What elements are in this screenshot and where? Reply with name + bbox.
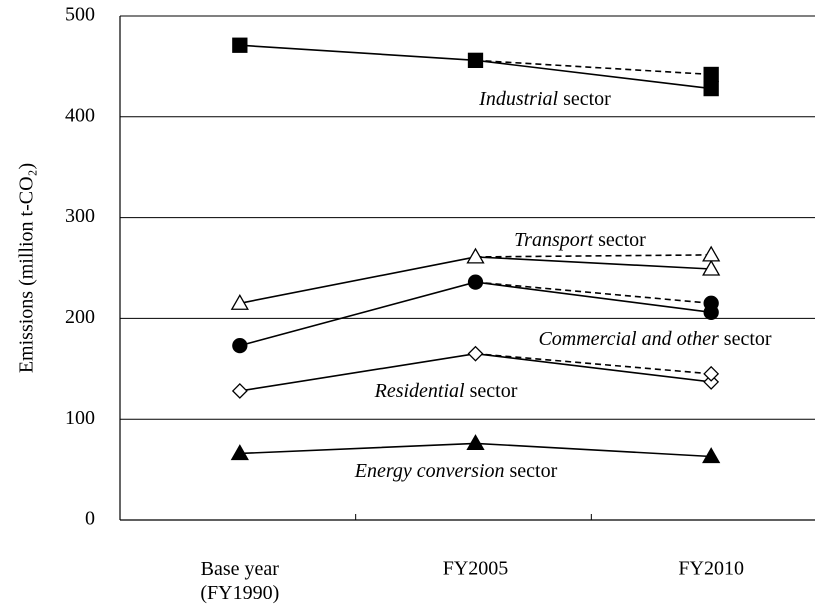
annotation-emphasis: Industrial [478,88,558,110]
y-tick-label: 500 [65,4,95,26]
marker [467,52,484,69]
y-tick-label: 400 [65,104,95,126]
x-tick-label: FY2010 [678,558,744,580]
marker [466,434,485,451]
annotation-emphasis: Transport [514,229,593,251]
marker [703,373,720,390]
x-tick-label-line: Base year [201,558,280,580]
annotation: Residential sector [374,380,518,402]
marker [703,66,719,83]
y-tick-label: 300 [65,205,95,227]
marker [703,365,720,382]
y-axis-label: Emissions (million t-CO₂) [16,163,38,373]
annotation-emphasis: Residential [374,380,465,402]
series-line [475,281,712,305]
annotation: Transport sector [514,229,646,251]
marker [703,80,719,97]
annotation-emphasis: Energy conversion [354,460,505,482]
annotation-text: sector [724,328,772,350]
annotation-text: sector [598,229,646,251]
marker [702,259,721,276]
annotation-text: sector [563,88,611,110]
x-tick-label-line: (FY1990) [200,582,279,604]
annotation: Commercial and other sector [538,328,771,350]
x-tick-label: FY2005 [443,558,509,580]
marker [232,337,248,354]
marker [467,274,484,290]
marker [230,293,249,310]
marker [702,245,721,262]
annotation: Energy conversion sector [354,460,558,482]
marker [232,37,248,53]
marker [703,295,719,311]
marker [702,447,721,464]
y-tick-label: 200 [65,306,95,328]
marker [467,345,484,362]
annotation-text: sector [510,460,558,482]
annotation: Industrial sector [478,88,611,110]
marker [230,444,249,461]
y-tick-label: 0 [85,508,95,530]
y-tick-label: 100 [65,407,95,429]
annotation-text: sector [470,380,518,402]
marker [466,247,485,264]
series-line [475,59,712,76]
series-line [475,352,712,375]
annotation-emphasis: Commercial and other [538,328,719,350]
x-tick-label: Base year (FY1990) [200,558,279,604]
marker [231,383,248,399]
series-line [475,254,712,258]
